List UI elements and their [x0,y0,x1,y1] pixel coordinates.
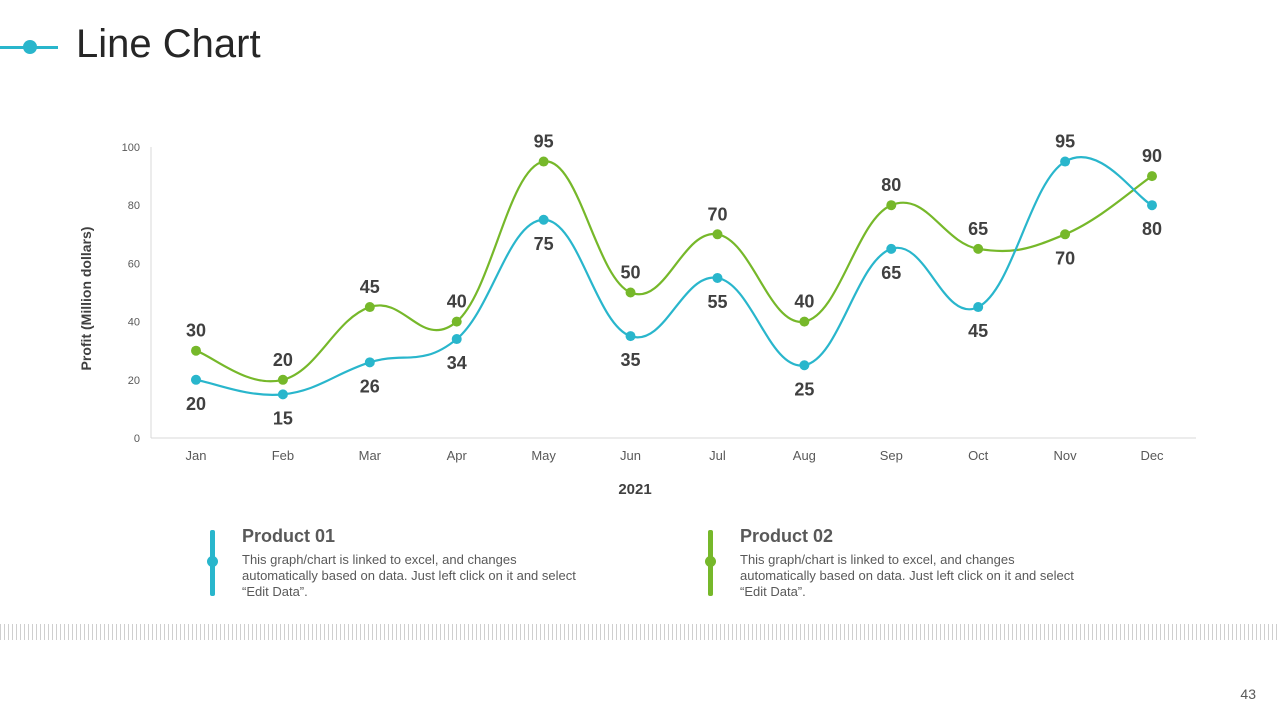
data-point-product-02 [973,243,984,254]
data-label-product-02: 20 [273,350,293,370]
legend-title: Product 02 [740,526,834,546]
data-point-product-01 [364,357,375,368]
data-label-product-01: 34 [447,353,467,373]
data-label-product-02: 45 [360,277,380,297]
x-tick-label: Sep [880,448,903,463]
data-point-product-01 [277,389,288,400]
data-point-product-02 [799,316,810,327]
x-tick-label: Dec [1140,448,1164,463]
data-label-product-01: 45 [968,321,988,341]
x-tick-label: Jan [186,448,207,463]
data-point-product-01 [625,331,636,342]
data-point-product-01 [538,214,549,225]
data-point-product-02 [1060,229,1071,240]
data-label-product-01: 20 [186,394,206,414]
x-tick-label: Apr [447,448,468,463]
data-point-product-01 [886,243,897,254]
y-tick-label: 60 [128,258,140,270]
data-label-product-01: 80 [1142,219,1162,239]
data-point-product-01 [1147,200,1157,211]
data-label-product-01: 25 [794,379,814,399]
page-number: 43 [1240,686,1256,702]
legend-title: Product 01 [242,526,336,546]
data-point-product-01 [1060,156,1071,167]
data-point-product-02 [1147,171,1157,182]
data-point-product-01 [191,374,201,385]
x-tick-label: May [531,448,556,463]
data-point-product-02 [625,287,636,298]
data-label-product-02: 70 [707,204,727,224]
data-label-product-01: 15 [273,408,293,428]
data-point-product-01 [973,302,984,313]
data-label-product-01: 75 [534,234,554,254]
data-label-product-02: 40 [794,292,814,312]
legend-dot-icon [207,556,218,567]
x-tick-label: Nov [1054,448,1078,463]
x-tick-label: Aug [793,448,816,463]
data-label-product-02: 65 [968,219,988,239]
data-point-product-02 [886,200,897,211]
legend-product-01: Product 01 This graph/chart is linked to… [207,526,590,600]
legend-dot-icon [705,556,716,567]
line-chart: 0 20 40 60 80 100 Jan Feb Mar Apr May Jun Jul Aug Sep O… [78,132,1196,498]
y-tick-label: 0 [134,433,140,445]
data-label-product-02: 30 [186,321,206,341]
legend-description: This graph/chart is linked to excel, and… [740,552,1074,599]
series-line-product-01 [195,156,1153,396]
data-label-product-01: 95 [1055,132,1075,152]
data-point-product-02 [277,374,288,385]
data-point-product-02 [191,345,201,356]
title-accent-dot-icon [23,40,37,54]
data-point-product-02 [712,229,723,240]
y-axis-title: Profit (Million dollars) [78,227,94,371]
data-label-product-01: 55 [707,292,727,312]
legend-description: This graph/chart is linked to excel, and… [242,552,576,599]
data-label-product-02: 95 [534,132,554,152]
y-tick-label: 80 [128,200,140,212]
data-label-product-02: 70 [1055,248,1075,268]
legend-product-02: Product 02 This graph/chart is linked to… [705,526,1088,600]
data-label-product-02: 40 [447,292,467,312]
y-tick-label: 20 [128,375,140,387]
data-point-product-01 [799,360,810,371]
series-line-product-02 [195,160,1153,383]
data-label-product-01: 26 [360,376,380,396]
data-label-product-01: 65 [881,263,901,283]
slide-title: Line Chart [76,22,261,66]
x-tick-label: Feb [272,448,294,463]
y-tick-label: 40 [128,317,140,329]
y-tick-label: 100 [122,142,140,154]
data-point-product-02 [538,156,549,167]
x-axis-title: 2021 [618,481,651,498]
x-tick-label: Oct [968,448,989,463]
data-label-product-01: 35 [621,350,641,370]
x-tick-label: Jun [620,448,641,463]
x-tick-label: Mar [359,448,382,463]
data-label-product-02: 80 [881,175,901,195]
decorative-ruler [0,624,1280,640]
x-tick-label: Jul [709,448,726,463]
data-label-product-02: 90 [1142,146,1162,166]
data-point-product-01 [451,334,462,345]
slide-header: Line Chart [0,18,400,70]
data-point-product-02 [451,316,462,327]
data-label-product-02: 50 [621,263,641,283]
data-point-product-01 [712,272,723,283]
data-point-product-02 [364,302,375,313]
